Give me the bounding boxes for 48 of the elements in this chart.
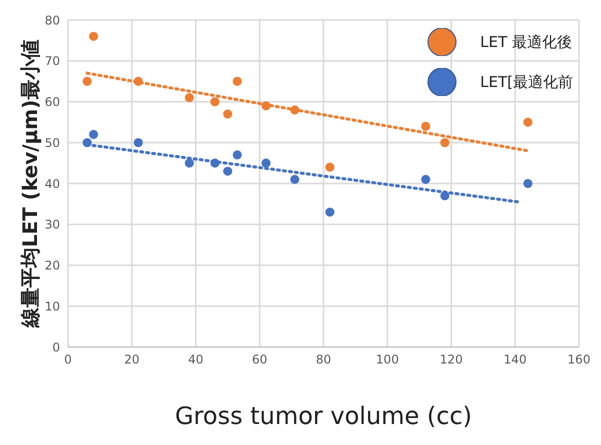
point xyxy=(184,158,194,168)
point xyxy=(89,32,98,41)
y-tick-label: 20 xyxy=(44,258,60,273)
x-tick-label: 80 xyxy=(316,352,332,367)
point xyxy=(134,138,143,148)
x-tick-label: 40 xyxy=(188,352,204,367)
point xyxy=(232,150,242,160)
y-tick-label: 50 xyxy=(44,136,60,150)
point xyxy=(210,97,220,106)
x-tick-label: 0 xyxy=(64,352,72,367)
point xyxy=(82,138,92,148)
point xyxy=(290,174,300,184)
point xyxy=(89,130,98,139)
legend-label: LET 最適化後 xyxy=(480,32,572,52)
point xyxy=(440,191,450,200)
point xyxy=(223,110,232,119)
point xyxy=(290,105,300,114)
x-axis-title: Gross tumor volume (cc) xyxy=(174,402,472,430)
y-axis-title: 線量平均LET (kev/μm)最小値 xyxy=(18,40,42,328)
point xyxy=(421,174,430,184)
x-tick-label: 60 xyxy=(252,352,268,367)
point xyxy=(440,138,450,148)
point xyxy=(262,101,271,110)
y-tick-label: 40 xyxy=(44,176,60,191)
point xyxy=(210,158,220,168)
x-tick-label: 20 xyxy=(124,352,140,367)
point xyxy=(184,93,194,102)
point xyxy=(262,158,271,168)
y-tick-label: 60 xyxy=(44,95,60,110)
y-tick-label: 30 xyxy=(44,218,60,232)
point xyxy=(421,122,430,131)
legend-label: LET[最適化前 xyxy=(480,72,573,92)
point xyxy=(523,118,532,127)
x-tick-label: 100 xyxy=(376,352,399,367)
point xyxy=(523,178,532,188)
point xyxy=(232,76,242,86)
x-tick-label: 140 xyxy=(504,352,527,367)
point xyxy=(82,76,92,86)
y-tick-label: 10 xyxy=(44,299,60,314)
x-tick-label: 160 xyxy=(568,352,590,367)
y-tick-label: 70 xyxy=(44,54,60,68)
point xyxy=(134,76,143,86)
point xyxy=(325,208,334,217)
y-tick-label: 0 xyxy=(52,340,60,354)
point xyxy=(325,162,334,172)
x-tick-label: 120 xyxy=(440,352,463,367)
point xyxy=(223,166,232,176)
y-tick-label: 80 xyxy=(44,13,60,28)
